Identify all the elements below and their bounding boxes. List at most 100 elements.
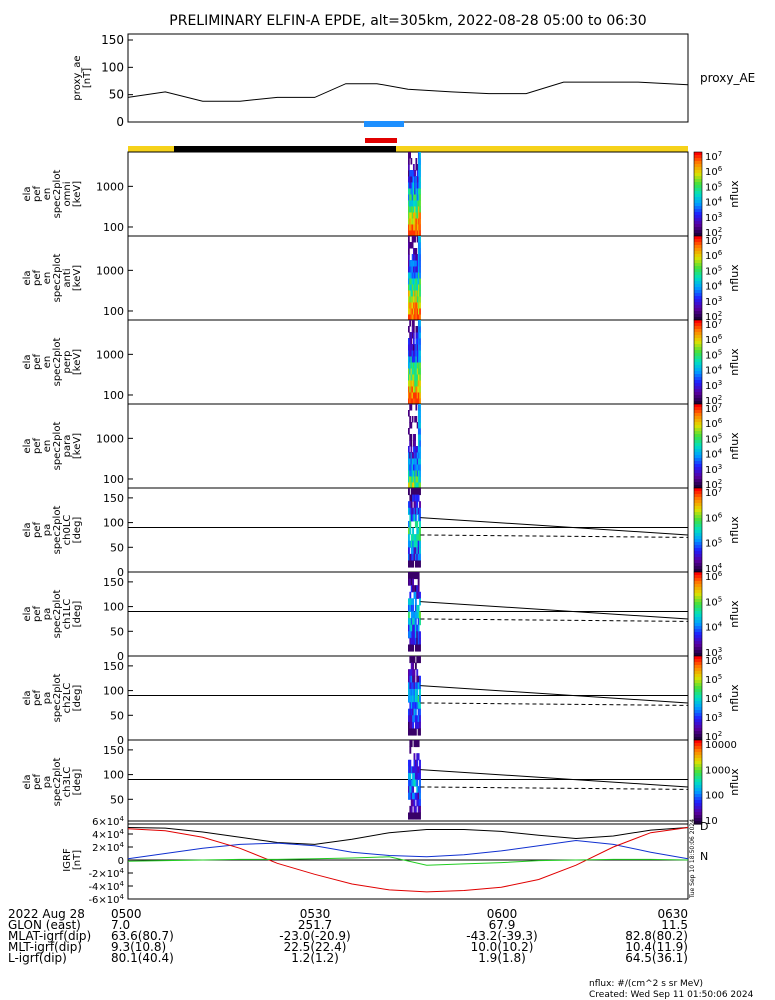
sunlit-bar-right: [396, 146, 688, 152]
pa-cell: [414, 553, 417, 561]
colorbar-tick-label: 106: [705, 249, 723, 262]
spec-cell: [408, 458, 410, 465]
pa-cell: [412, 624, 415, 632]
spec-cell: [415, 356, 418, 363]
colorbar-step: [694, 377, 702, 381]
spec-cell: [417, 392, 420, 399]
spec-cell: [410, 200, 413, 207]
spec-cell: [411, 464, 414, 471]
spec-cell: [410, 350, 413, 357]
colorbar-step: [694, 590, 702, 594]
spec-cell: [419, 362, 421, 369]
pa-cell: [416, 675, 419, 683]
colorbar-step: [694, 758, 702, 762]
spec-cell: [415, 416, 418, 423]
colorbar-step: [694, 440, 702, 444]
colorbar-step: [694, 773, 702, 777]
spec-cell: [410, 422, 413, 429]
spec-cell: [410, 218, 413, 225]
spec-cell: [414, 230, 416, 237]
spec-ylabel-line: spec2plot: [52, 254, 63, 303]
spec-tick-label: 100: [103, 221, 124, 234]
pa-cell: [413, 611, 416, 619]
colorbar-step: [694, 752, 702, 756]
spec-cell: [417, 458, 420, 465]
pa-cell: [412, 786, 415, 794]
spec-cell: [409, 440, 411, 447]
pa-cell: [414, 728, 417, 736]
pa-cell: [409, 675, 412, 683]
spec-cell: [408, 248, 410, 255]
colorbar-tick-label: 106: [705, 570, 723, 583]
spec-cell: [414, 302, 416, 309]
pa-cell: [410, 792, 413, 800]
colorbar-step: [694, 347, 702, 351]
colorbar-step: [694, 446, 702, 450]
spec-cell: [415, 326, 418, 333]
pa-cell: [414, 779, 417, 787]
pa-cell: [417, 624, 420, 632]
pa-tick-label: 100: [103, 769, 124, 782]
colorbar-step: [694, 713, 702, 717]
spec-cell: [416, 278, 419, 285]
pa-cell: [409, 728, 412, 736]
pa-cell: [414, 695, 417, 703]
spec-cell: [412, 272, 415, 279]
ae-tick-label: 50: [109, 88, 124, 102]
spec-cell: [415, 248, 418, 255]
spec-ylabel-line: [keV]: [72, 181, 83, 207]
spec-cell: [419, 278, 421, 285]
spec-cell: [408, 470, 410, 477]
pa-cell: [419, 520, 421, 529]
pa-cell: [416, 572, 419, 580]
pa-ylabel-line: pa: [42, 776, 53, 788]
pa-cell: [414, 708, 417, 716]
ae-panel: 150 100 50 0 proxy_AE proxy_ae [nT]: [72, 33, 755, 129]
pa-cell: [412, 604, 415, 613]
pa-cell: [409, 560, 412, 568]
spec-cell: [414, 356, 416, 363]
spec-cell: [417, 272, 420, 279]
spec-cell: [409, 452, 411, 459]
pa-cell: [419, 688, 421, 697]
spec-cell: [412, 356, 415, 363]
spec-cell: [411, 188, 414, 195]
colorbar-step: [694, 299, 702, 303]
pa-ylabel: ela pef pa spec2plot ch3LC [deg]: [22, 758, 83, 807]
pa-cell: [410, 514, 413, 522]
spec-cell: [409, 182, 411, 189]
spec-cell: [412, 476, 415, 483]
colorbar-step: [694, 395, 702, 399]
spec-cell: [415, 278, 418, 285]
pa-cell: [414, 604, 417, 613]
spec-cell: [408, 398, 410, 405]
spec-cell: [412, 398, 415, 405]
spec-cell: [411, 290, 414, 297]
colorbar-tick-label: 107: [705, 402, 722, 415]
spec-cell: [408, 356, 410, 363]
spec-cell: [417, 380, 420, 387]
pa-panel-1: 150 100 50 0 ela pef pa spec2plot ch1LC [deg]: [22, 571, 689, 663]
colorbar-step: [694, 401, 702, 405]
colorbar-step: [694, 596, 702, 600]
spec-cell: [419, 416, 421, 423]
spec-cell: [419, 374, 421, 381]
colorbar-label-text: nflux: [728, 600, 741, 628]
pa-cell: [416, 753, 419, 761]
colorbar-step: [694, 341, 702, 345]
pa-ylabel-line: ela: [22, 522, 33, 537]
colorbar-tick-label: 10000: [705, 740, 737, 751]
spec-cell: [416, 260, 419, 267]
spec-cell: [410, 278, 413, 285]
colorbar-step: [694, 620, 702, 624]
colorbar-step: [694, 653, 702, 657]
colorbar-step: [694, 254, 702, 258]
pa-cell: [419, 637, 421, 645]
colorbar-step: [694, 554, 702, 558]
spec-cell: [414, 470, 416, 477]
spec-cell: [409, 416, 411, 423]
pa-cell: [417, 507, 420, 515]
pa-cell: [417, 604, 420, 613]
colorbar-step: [694, 227, 702, 231]
spec-cell: [415, 344, 418, 351]
